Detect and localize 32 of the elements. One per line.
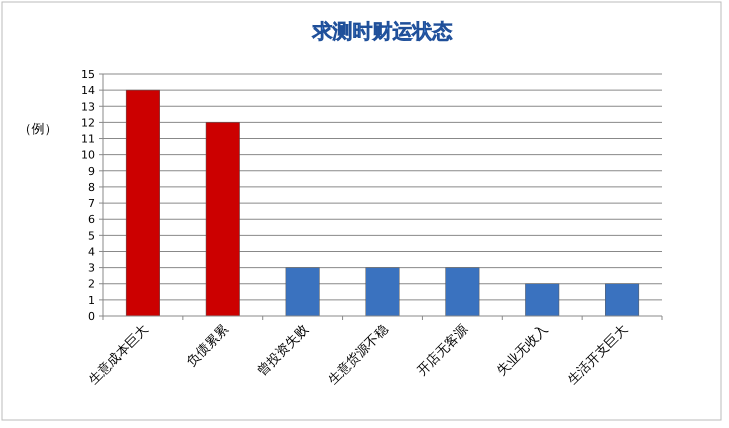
y-tick-label: 9 [88,164,95,178]
y-tick-label: 2 [88,278,95,291]
x-tick-label: 失业无收入 [494,322,552,379]
x-tick-label: 曾投资失败 [254,322,312,379]
bar [206,122,240,316]
y-tick-label: 11 [81,132,95,146]
bar [445,267,480,316]
y-tick-label: 6 [88,213,95,226]
y-tick-label: 14 [81,84,95,98]
y-tick-label: 13 [81,100,95,114]
y-tick-label: 4 [88,245,95,258]
x-tick-label: 负债累累 [184,322,232,370]
y-tick-label: 10 [81,148,95,162]
bar [126,90,160,316]
x-tick-label: 生意货源不稳 [326,322,392,388]
bar [605,283,640,316]
x-tick-label: 开店无客源 [414,322,472,379]
y-tick-label: 0 [88,310,95,323]
y-axis-title: （例） [18,122,58,137]
x-tick-label: 生意成本巨大 [86,322,152,388]
x-tick-label: 生活开支巨大 [565,322,631,388]
y-tick-label: 5 [88,229,95,242]
y-tick-label: 1 [88,294,95,307]
bar [525,283,560,316]
chart-title: 求测时财运状态 [312,19,452,43]
y-tick-label: 12 [81,116,95,130]
y-tick-label: 3 [88,262,95,275]
y-tick-label: 8 [88,180,95,194]
bar [286,267,320,316]
bar [365,267,400,316]
y-tick-label: 7 [88,197,95,210]
y-tick-label: 15 [81,68,95,81]
